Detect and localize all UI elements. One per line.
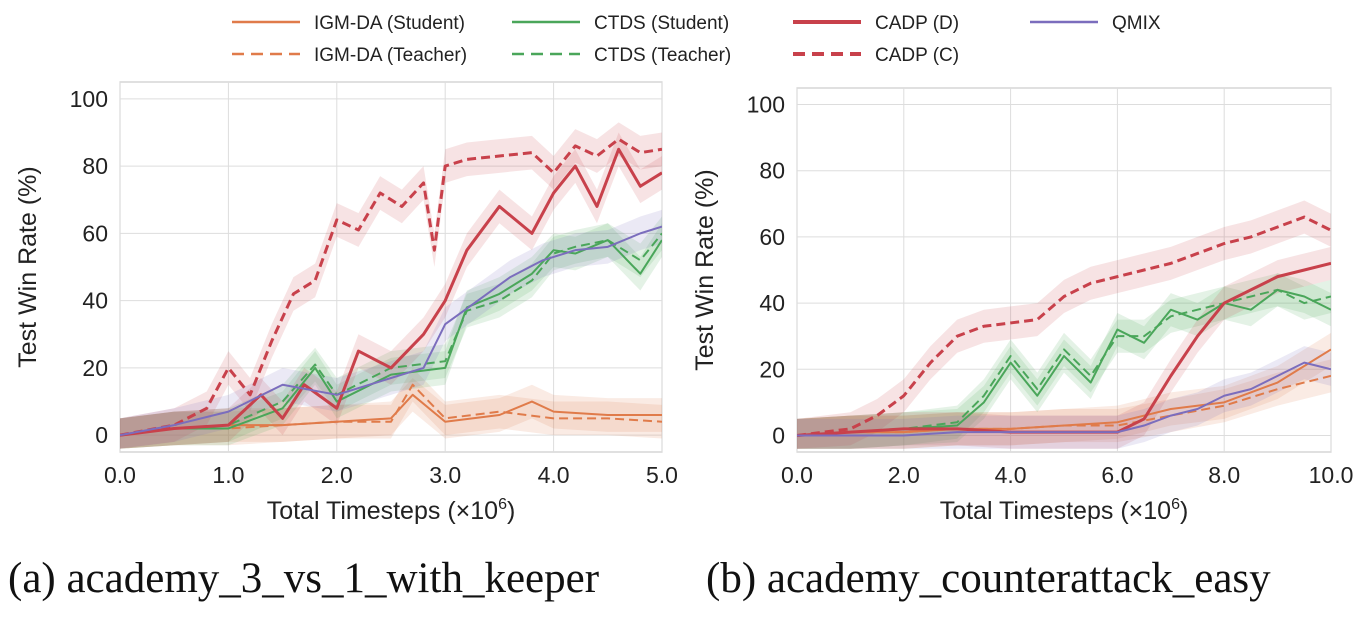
- legend-label-cadp-d: CADP (D): [875, 13, 959, 34]
- legend-label-ctds-teacher: CTDS (Teacher): [594, 45, 731, 66]
- y-tick-label: 60: [759, 224, 785, 250]
- x-tick-label: 0.0: [104, 462, 136, 488]
- band-igm-da-student: [797, 332, 1331, 449]
- line-qmix: [797, 361, 1331, 437]
- band-cadp-c: [797, 200, 1331, 449]
- band-ctds-teacher: [797, 273, 1331, 449]
- band-cadp-d: [120, 132, 662, 449]
- band-ctds-teacher: [120, 216, 662, 449]
- y-tick-label: 20: [82, 355, 108, 381]
- x-tick-label: 4.0: [995, 462, 1027, 488]
- y-tick-label: 0: [95, 422, 108, 448]
- y-tick-label: 100: [70, 86, 108, 112]
- legend-label-cadp-c: CADP (C): [875, 45, 959, 66]
- line-ctds-teacher: [120, 232, 662, 437]
- x-tick-label: 10.0: [1309, 462, 1354, 488]
- series-group: [797, 200, 1331, 449]
- y-axis-label: Test Win Rate (%): [14, 166, 42, 367]
- line-cadp-c: [797, 215, 1331, 437]
- legend-label-igm-da-student: IGM-DA (Student): [314, 13, 465, 34]
- legend: IGM-DA (Student) IGM-DA (Teacher) CTDS (St…: [232, 13, 1161, 66]
- x-tick-label: 0.0: [781, 462, 813, 488]
- x-tick-label: 8.0: [1208, 462, 1240, 488]
- line-cadp-c: [120, 137, 662, 437]
- legend-label-ctds-student: CTDS (Student): [594, 13, 729, 34]
- band-ctds-student: [120, 223, 662, 449]
- y-tick-label: 40: [82, 288, 108, 314]
- band-igm-da-student: [120, 378, 662, 449]
- x-tick-label: 2.0: [321, 462, 353, 488]
- y-tick-label: 60: [82, 220, 108, 246]
- x-axis-label: Total Timesteps (×106): [940, 496, 1189, 525]
- band-cadp-c: [120, 122, 662, 449]
- x-tick-label: 2.0: [888, 462, 920, 488]
- line-cadp-d: [797, 261, 1331, 437]
- x-axis-label: Total Timesteps (×106): [267, 496, 516, 525]
- caption-a: (a) academy_3_vs_1_with_keeper: [8, 555, 600, 602]
- plot-frame: [119, 81, 663, 453]
- series-group: [120, 122, 662, 449]
- band-igm-da-teacher: [120, 367, 662, 449]
- x-tick-label: 3.0: [429, 462, 461, 488]
- y-axis-label: Test Win Rate (%): [691, 169, 719, 370]
- x-tick-label: 4.0: [538, 462, 570, 488]
- y-tick-label: 40: [759, 290, 785, 316]
- panel-b: 0.0 2.0 4.0 6.0 8.0 10.0 0 20 40 60 80 100 Total Tim…: [691, 87, 1354, 525]
- x-tick-label: 5.0: [646, 462, 678, 488]
- line-qmix: [120, 225, 662, 437]
- chart-svg: IGM-DA (Student) IGM-DA (Teacher) CTDS (St…: [14, 13, 1354, 525]
- x-tick-label: 6.0: [1101, 462, 1133, 488]
- line-cadp-d: [120, 147, 662, 437]
- x-tick-label: 1.0: [212, 462, 244, 488]
- panel-a: 0.0 1.0 2.0 3.0 4.0 5.0 0 20 40 60 80 100 Total Time…: [14, 81, 678, 525]
- band-qmix: [797, 346, 1331, 449]
- legend-label-qmix: QMIX: [1112, 13, 1161, 34]
- y-tick-label: 0: [772, 422, 785, 448]
- line-ctds-teacher: [797, 288, 1331, 437]
- y-tick-label: 80: [759, 158, 785, 184]
- y-tick-label: 80: [82, 153, 108, 179]
- band-ctds-student: [797, 273, 1331, 449]
- y-tick-label: 100: [747, 92, 785, 118]
- band-cadp-d: [797, 246, 1331, 449]
- caption-b: (b) academy_counterattack_easy: [706, 555, 1271, 602]
- line-igm-da-teacher: [797, 374, 1331, 437]
- legend-label-igm-da-teacher: IGM-DA (Teacher): [314, 45, 467, 66]
- y-tick-label: 20: [759, 356, 785, 382]
